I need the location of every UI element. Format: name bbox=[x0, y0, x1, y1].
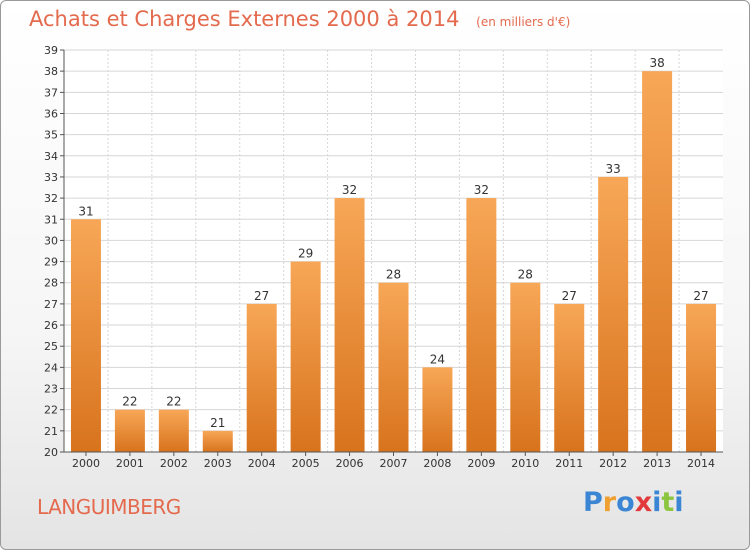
proxiti-logo: Proxiti bbox=[583, 487, 684, 518]
bar bbox=[290, 261, 321, 452]
x-tick-label: 2007 bbox=[380, 457, 408, 470]
x-tick-label: 2003 bbox=[204, 457, 232, 470]
y-tick-label: 37 bbox=[44, 86, 58, 99]
chart-subtitle: (en milliers d'€) bbox=[476, 15, 571, 29]
y-tick-label: 38 bbox=[44, 65, 58, 78]
bar-value-label: 28 bbox=[386, 268, 401, 282]
x-tick-label: 2008 bbox=[423, 457, 451, 470]
bar-value-label: 27 bbox=[562, 289, 577, 303]
y-tick-label: 28 bbox=[44, 277, 58, 290]
bar-value-label: 29 bbox=[298, 247, 313, 261]
chart-title-text: Achats et Charges Externes 2000 à 2014 bbox=[29, 7, 460, 31]
y-tick-label: 24 bbox=[44, 361, 58, 374]
x-tick-label: 2006 bbox=[336, 457, 364, 470]
bar-value-label: 21 bbox=[210, 416, 225, 430]
bar-value-label: 28 bbox=[518, 268, 533, 282]
y-tick-label: 26 bbox=[44, 319, 58, 332]
bar bbox=[378, 282, 409, 452]
logo-letter: o bbox=[616, 487, 635, 518]
axes: 20 21 22 23 24 25 26 27 28 29 30 31 32 33 34 35 36 37 38 39… bbox=[44, 44, 723, 470]
logo-letter: i bbox=[652, 487, 662, 518]
y-tick-label: 29 bbox=[44, 256, 58, 269]
chart-title: Achats et Charges Externes 2000 à 2014 (… bbox=[29, 7, 570, 31]
bar-value-label: 22 bbox=[166, 395, 181, 409]
y-tick-label: 23 bbox=[44, 383, 58, 396]
y-tick-label: 27 bbox=[44, 298, 58, 311]
bar-value-label: 31 bbox=[78, 204, 93, 218]
logo-letter: t bbox=[661, 487, 675, 518]
x-tick-label: 2012 bbox=[599, 457, 627, 470]
bar-value-label: 22 bbox=[122, 395, 137, 409]
x-tick-label: 2011 bbox=[555, 457, 583, 470]
y-tick-label: 31 bbox=[44, 213, 58, 226]
y-tick-label: 32 bbox=[44, 192, 58, 205]
x-tick-label: 2009 bbox=[467, 457, 495, 470]
bar-value-label: 27 bbox=[693, 289, 708, 303]
logo-letter: P bbox=[583, 487, 603, 518]
y-tick-label: 33 bbox=[44, 171, 58, 184]
bar bbox=[598, 176, 629, 452]
commune-name: LANGUIMBERG bbox=[37, 495, 181, 519]
y-tick-label: 20 bbox=[44, 446, 58, 459]
y-tick-label: 22 bbox=[44, 404, 58, 417]
x-tick-label: 2013 bbox=[643, 457, 671, 470]
bar bbox=[686, 303, 717, 452]
bar-value-label: 32 bbox=[474, 183, 489, 197]
bars: 31 22 22 21 27 29 32 28 24 32 28 27 33 38 27 bbox=[70, 56, 717, 452]
bar-value-label: 33 bbox=[606, 162, 621, 176]
bar-value-label: 24 bbox=[430, 352, 445, 366]
y-tick-label: 21 bbox=[44, 425, 58, 438]
x-tick-label: 2004 bbox=[248, 457, 276, 470]
bar bbox=[70, 219, 101, 452]
bar bbox=[114, 409, 145, 452]
bar bbox=[158, 409, 189, 452]
y-tick-label: 36 bbox=[44, 107, 58, 120]
bar-value-label: 27 bbox=[254, 289, 269, 303]
bar bbox=[466, 198, 497, 452]
y-tick-label: 35 bbox=[44, 129, 58, 142]
bar-value-label: 38 bbox=[649, 56, 664, 70]
y-tick-label: 30 bbox=[44, 234, 58, 247]
x-tick-label: 2002 bbox=[160, 457, 188, 470]
bar bbox=[202, 430, 233, 452]
bar bbox=[422, 367, 453, 452]
bar bbox=[334, 198, 365, 452]
y-tick-label: 34 bbox=[44, 150, 58, 163]
bar bbox=[510, 282, 541, 452]
bar bbox=[246, 303, 277, 452]
x-tick-label: 2005 bbox=[292, 457, 320, 470]
bar bbox=[554, 303, 585, 452]
bar bbox=[642, 71, 673, 452]
x-tick-label: 2000 bbox=[72, 457, 100, 470]
x-tick-label: 2010 bbox=[511, 457, 539, 470]
bar-value-label: 32 bbox=[342, 183, 357, 197]
logo-letter: i bbox=[674, 487, 684, 518]
y-tick-label: 25 bbox=[44, 340, 58, 353]
x-tick-label: 2014 bbox=[687, 457, 715, 470]
logo-letter: r bbox=[602, 487, 617, 518]
y-tick-label: 39 bbox=[44, 44, 58, 57]
logo-letter: x bbox=[634, 487, 653, 518]
x-tick-label: 2001 bbox=[116, 457, 144, 470]
